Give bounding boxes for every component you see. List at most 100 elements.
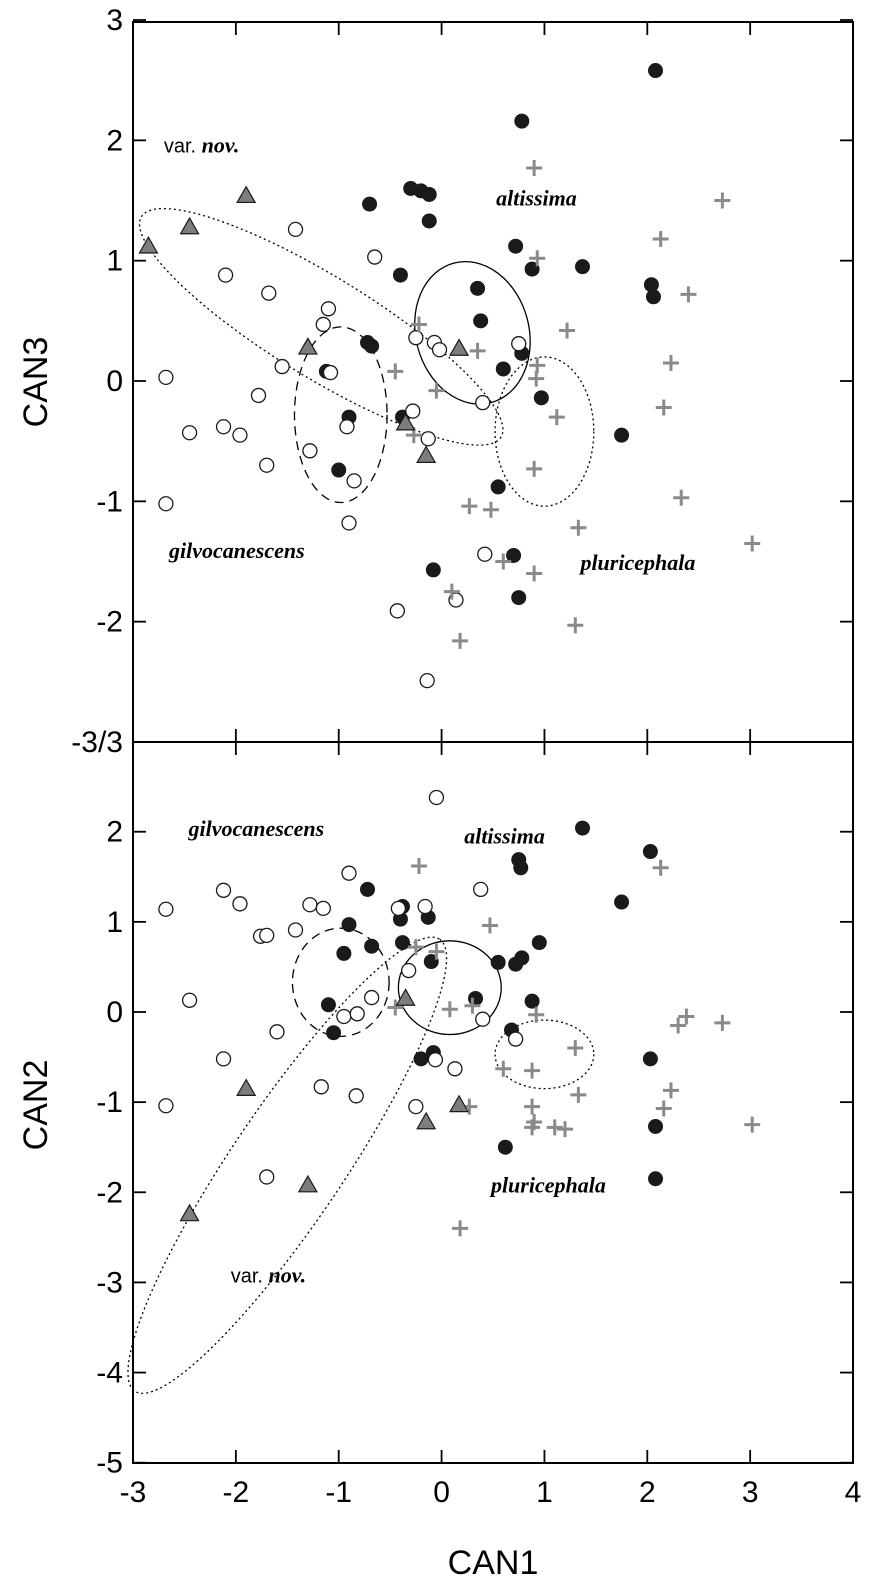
altissima-point bbox=[470, 280, 486, 296]
gilvocanescens-ellipse bbox=[293, 326, 388, 504]
gilvocanescens-point bbox=[447, 1061, 463, 1077]
gilvocanescens-point bbox=[158, 1098, 174, 1114]
gilvocanescens-point bbox=[158, 369, 174, 386]
gilvocanescens-label: gilvocanescens bbox=[168, 538, 305, 563]
gilvocanescens-point bbox=[341, 865, 357, 881]
pluricephala-point bbox=[548, 409, 565, 426]
gilvocanescens-point bbox=[215, 1051, 232, 1067]
x-tick-label: -3 bbox=[120, 1476, 147, 1509]
gilvocanescens-point bbox=[417, 898, 433, 915]
y-tick-label: -2 bbox=[96, 606, 123, 639]
gilvocanescens-point bbox=[428, 789, 445, 806]
pluricephala-point bbox=[744, 1116, 761, 1133]
altissima-ellipse bbox=[414, 260, 531, 405]
pluricephala-point bbox=[410, 316, 427, 333]
var-nov-label: var. nov. bbox=[164, 132, 239, 157]
pluricephala-point bbox=[557, 1121, 574, 1138]
pluricephala-point bbox=[452, 632, 469, 649]
pluricephala-point bbox=[680, 286, 697, 303]
altissima-point bbox=[508, 238, 524, 254]
altissima-point bbox=[320, 997, 336, 1013]
gilvocanescens-point bbox=[408, 1098, 424, 1115]
gilvocanescens-point bbox=[367, 249, 383, 265]
pluricephala-label: pluricephala bbox=[489, 1172, 606, 1197]
altissima-point bbox=[362, 196, 378, 212]
gilvocanescens-point bbox=[217, 267, 234, 283]
y-tick-label: -5 bbox=[96, 1447, 123, 1480]
gilvocanescens-point bbox=[348, 1088, 364, 1104]
pluricephala-point bbox=[443, 583, 460, 600]
var_nov-point bbox=[297, 337, 318, 355]
plot-frame bbox=[132, 741, 855, 1464]
altissima-label: altissima bbox=[464, 823, 545, 848]
altissima-point bbox=[511, 590, 527, 606]
pluricephala-point bbox=[546, 1119, 563, 1136]
plot-frame bbox=[132, 21, 855, 743]
altissima-point bbox=[336, 945, 352, 961]
pluricephala-label: pluricephala bbox=[578, 550, 695, 575]
y-axis-title: CAN2 bbox=[17, 1060, 55, 1151]
altissima-point bbox=[574, 259, 590, 275]
altissima-point bbox=[642, 1051, 658, 1067]
var_nov-point bbox=[395, 988, 416, 1006]
var-name: nov. bbox=[269, 1262, 307, 1287]
var_nov-point bbox=[449, 1094, 470, 1113]
pluricephala-point bbox=[673, 489, 690, 506]
pluricephala-point bbox=[570, 1086, 587, 1103]
pluricephala-point bbox=[428, 943, 445, 960]
altissima-point bbox=[514, 950, 530, 966]
var-name: nov. bbox=[202, 132, 240, 157]
x-axis-title: CAN1 bbox=[448, 1544, 539, 1580]
altissima-point bbox=[524, 261, 540, 277]
altissima-point bbox=[490, 954, 506, 970]
x-tick-label: -2 bbox=[223, 1476, 250, 1509]
pluricephala-point bbox=[570, 519, 587, 536]
altissima-point bbox=[574, 820, 590, 836]
gilvocanescens-point bbox=[431, 342, 448, 358]
pluricephala-point bbox=[652, 231, 669, 248]
gilvocanescens-point bbox=[313, 1079, 329, 1095]
gilvocanescens-point bbox=[232, 896, 248, 912]
pluricephala-point bbox=[524, 1119, 541, 1136]
var_nov-point bbox=[179, 1203, 200, 1222]
pluricephala-point bbox=[526, 460, 543, 477]
pluricephala-point bbox=[655, 1100, 672, 1117]
altissima-point bbox=[394, 935, 410, 951]
altissima-point bbox=[614, 894, 630, 910]
pluricephala-point bbox=[387, 999, 404, 1016]
y-tick-label: -1 bbox=[96, 485, 123, 518]
altissima-point bbox=[468, 990, 484, 1006]
altissima-point bbox=[425, 562, 441, 578]
gilvocanescens-point bbox=[341, 515, 357, 531]
gilvocanescens-point bbox=[315, 316, 331, 333]
gilvocanescens-point bbox=[420, 431, 436, 447]
altissima-point bbox=[413, 1051, 429, 1067]
y-tick-label: 2 bbox=[106, 124, 123, 157]
y-tick-label: -3 bbox=[96, 1266, 123, 1299]
altissima-point bbox=[648, 63, 664, 79]
gilvocanescens-point bbox=[408, 330, 424, 346]
gilvocanescens-ellipse bbox=[291, 927, 390, 1037]
altissima-point bbox=[473, 313, 489, 329]
gilvocanescens-point bbox=[389, 603, 406, 619]
altissima-point bbox=[360, 881, 376, 897]
altissima-point bbox=[533, 390, 549, 406]
pluricephala-point bbox=[526, 565, 543, 582]
altissima-point bbox=[506, 547, 522, 563]
altissima-point bbox=[614, 427, 630, 443]
var_nov-point bbox=[449, 338, 470, 356]
gilvocanescens-point bbox=[215, 882, 232, 898]
gilvocanescens-point bbox=[158, 901, 174, 917]
altissima-point bbox=[341, 917, 357, 933]
pluricephala-point bbox=[655, 399, 672, 416]
altissima-point bbox=[490, 479, 506, 495]
gilvocanescens-label: gilvocanescens bbox=[188, 816, 325, 841]
pluricephala-point bbox=[652, 859, 669, 876]
y-tick-label: 0 bbox=[106, 996, 123, 1029]
gilvocanescens-point bbox=[349, 1006, 365, 1022]
gilvocanescens-point bbox=[507, 1031, 524, 1047]
altissima-point bbox=[364, 338, 380, 354]
gilvocanescens-point bbox=[181, 992, 198, 1008]
pluricephala-point bbox=[662, 354, 679, 371]
